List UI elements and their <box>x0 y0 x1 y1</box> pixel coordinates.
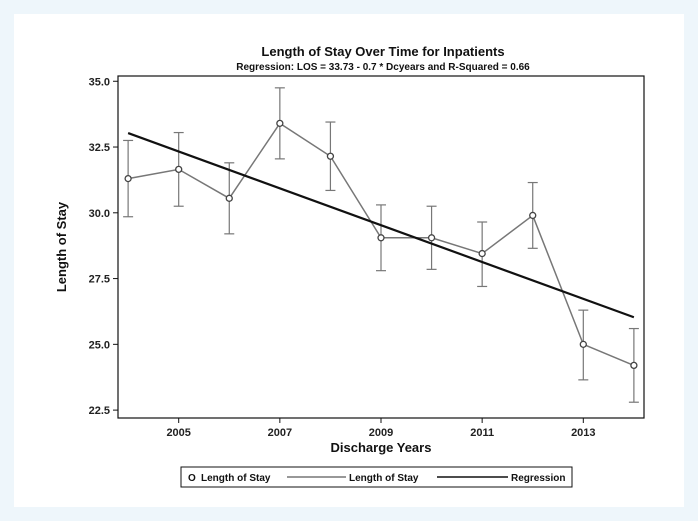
legend: O Length of Stay Length of Stay Regressi… <box>180 466 573 488</box>
y-axis-title: Length of Stay <box>54 201 69 292</box>
chart-title: Length of Stay Over Time for Inpatients <box>261 44 504 59</box>
x-axis-title: Discharge Years <box>331 440 432 455</box>
y-tick-label: 30.0 <box>89 208 110 220</box>
data-point <box>630 361 638 370</box>
x-axis: 2005 2007 2009 2011 2013 <box>166 418 596 439</box>
x-tick-label: 2011 <box>470 427 494 439</box>
chart-subtitle: Regression: LOS = 33.73 - 0.7 * Dcyears … <box>236 62 530 73</box>
data-point <box>276 119 284 128</box>
x-tick-label: 2007 <box>268 427 292 439</box>
error-bars <box>123 87 639 403</box>
legend-box <box>180 466 573 488</box>
data-point <box>326 152 335 160</box>
legend-marker-circle: O <box>188 473 196 484</box>
legend-entry-1: Length of Stay <box>201 473 271 484</box>
x-tick-label: 2013 <box>571 427 595 439</box>
y-tick-label: 32.5 <box>89 142 110 154</box>
data-point <box>529 211 537 220</box>
y-tick-label: 25.0 <box>89 339 110 351</box>
data-point <box>427 234 436 242</box>
x-tick-label: 2005 <box>166 427 190 439</box>
y-tick-label: 27.5 <box>89 274 110 286</box>
data-point <box>377 234 385 242</box>
data-point <box>478 249 486 258</box>
y-axis: 22.5 25.0 27.5 30.0 32.5 35.0 <box>89 76 118 417</box>
data-point <box>175 165 183 174</box>
chart-svg: Length of Stay Over Time for Inpatients … <box>54 44 645 488</box>
data-point <box>124 174 132 183</box>
y-tick-label: 22.5 <box>89 405 110 417</box>
x-tick-label: 2009 <box>369 427 393 439</box>
data-point <box>579 340 587 348</box>
data-points <box>124 119 638 370</box>
regression-line <box>127 132 635 319</box>
y-tick-label: 35.0 <box>89 76 110 88</box>
legend-entry-3: Regression <box>511 473 565 484</box>
data-point <box>225 194 233 202</box>
legend-entry-2: Length of Stay <box>349 473 419 484</box>
chart-panel: Length of Stay Over Time for Inpatients … <box>14 14 684 507</box>
